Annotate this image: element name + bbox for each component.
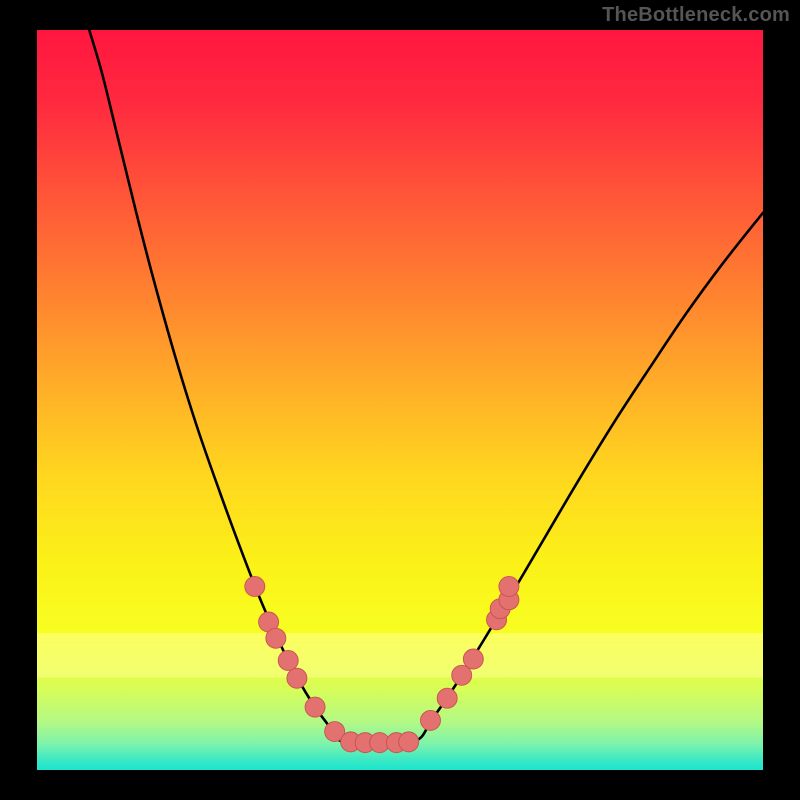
data-marker <box>305 697 325 717</box>
data-marker <box>245 576 265 596</box>
data-marker <box>437 688 457 708</box>
data-marker <box>399 732 419 752</box>
data-marker <box>266 628 286 648</box>
data-marker <box>287 668 307 688</box>
highlight-band <box>37 633 763 677</box>
data-marker <box>420 710 440 730</box>
data-marker <box>463 649 483 669</box>
data-marker <box>278 650 298 670</box>
bottleneck-chart <box>0 0 800 800</box>
chart-stage: TheBottleneck.com <box>0 0 800 800</box>
data-marker <box>499 576 519 596</box>
